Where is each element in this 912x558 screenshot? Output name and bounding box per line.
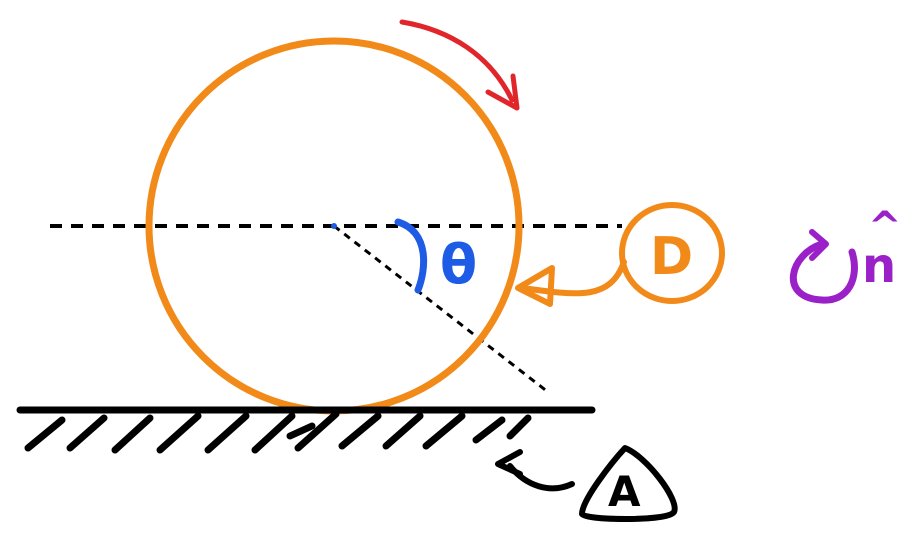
normal-arrowhead [809, 229, 829, 261]
diagonal-guide-line [333, 224, 549, 394]
normal-vector-label: n [862, 238, 896, 294]
wheel-tag-arrowhead [515, 265, 555, 307]
wheel-tag-bubble [619, 202, 725, 304]
wheel-annotation: D [515, 202, 725, 307]
ground-hatching [24, 410, 532, 454]
angle-label: θ [440, 233, 477, 296]
ground-tag-label: A [608, 467, 641, 516]
ground-annotation: A [495, 445, 678, 522]
ground-tag-triangle [579, 445, 678, 522]
ground-tag-arrowhead [495, 449, 523, 477]
clockwise-arrow-icon [399, 19, 520, 111]
wheel-tag-pointer [519, 259, 627, 297]
normal-marker: n ^ [790, 204, 902, 304]
counterclockwise-arrow-icon [790, 240, 858, 304]
normal-hat-label: ^ [868, 204, 902, 250]
wheel-center-point [331, 223, 337, 229]
angle-arc [394, 218, 428, 294]
ground-tag-pointer [507, 463, 575, 492]
wheel-tag-label: D [650, 227, 693, 287]
